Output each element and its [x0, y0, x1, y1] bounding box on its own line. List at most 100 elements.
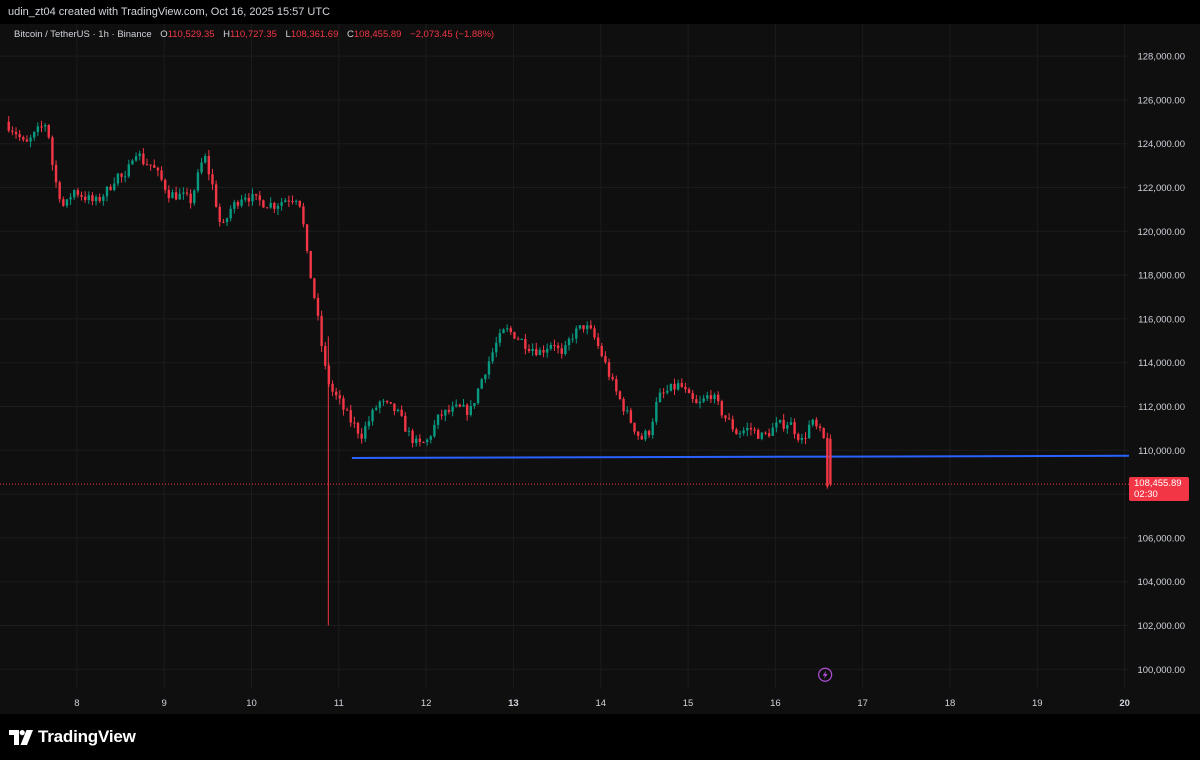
candle-body: [196, 172, 200, 191]
candle-body: [113, 183, 116, 190]
candle-body: [407, 430, 411, 432]
candle-body: [327, 365, 331, 384]
high-value: 110,727.35: [230, 29, 277, 40]
low-key: L: [285, 29, 291, 40]
candle-body: [778, 419, 782, 423]
candle-body: [749, 427, 753, 430]
time-tick-label: 9: [162, 698, 167, 709]
candle-body: [611, 376, 614, 380]
candle-body: [131, 160, 134, 165]
candle-body: [684, 386, 687, 390]
lightning-icon[interactable]: [818, 667, 833, 682]
candle-body: [91, 195, 94, 202]
candle-body: [69, 197, 72, 200]
candle-body: [334, 391, 338, 396]
candle-body: [600, 345, 603, 356]
candle-body: [76, 190, 80, 195]
time-tick-label: 17: [857, 698, 868, 709]
candle-body: [433, 424, 436, 437]
candle-body: [291, 201, 294, 203]
candle-body: [200, 162, 203, 173]
candle-body: [651, 421, 654, 436]
symbol-name[interactable]: Bitcoin / TetherUS · 1h · Binance: [14, 29, 152, 40]
overlays: [0, 454, 1130, 485]
candle-body: [775, 422, 778, 428]
candle-body: [636, 431, 640, 436]
candle-body: [62, 199, 65, 206]
price-tick-label: 120,000.00: [1137, 227, 1185, 238]
candle-body: [458, 404, 462, 407]
candle-body: [676, 383, 680, 390]
candle-body: [644, 430, 647, 440]
candle-body: [240, 199, 243, 206]
candle-body: [320, 315, 323, 347]
candle-body: [731, 419, 734, 430]
open-key: O: [160, 29, 168, 40]
price-tick-label: 102,000.00: [1137, 621, 1185, 632]
candle-body: [818, 426, 822, 428]
candle-body: [33, 131, 36, 138]
candle-body: [567, 338, 571, 346]
candle-body: [720, 401, 724, 416]
candle-body: [542, 349, 545, 353]
candle-body: [269, 203, 272, 208]
candle-body: [123, 176, 127, 178]
price-tick-label: 100,000.00: [1137, 665, 1185, 676]
candle-body: [276, 205, 280, 209]
candle-body: [789, 422, 793, 425]
candle-body: [491, 352, 494, 362]
tradingview-logo[interactable]: TradingView: [9, 727, 136, 747]
candle-body: [356, 423, 360, 434]
candle-body: [753, 429, 756, 431]
candle-body: [771, 427, 774, 436]
price-tick-label: 110,000.00: [1138, 446, 1185, 457]
tradingview-logo-icon: [9, 729, 33, 745]
time-tick-label: 19: [1032, 698, 1043, 709]
candle-body: [476, 388, 480, 404]
brand-name: TradingView: [38, 727, 136, 746]
candle-body: [444, 409, 447, 416]
candle-body: [298, 200, 301, 207]
candle-body: [345, 409, 349, 411]
candle-body: [586, 325, 589, 330]
candle-body: [105, 186, 109, 197]
candle-body: [698, 401, 702, 404]
candle-body: [18, 134, 21, 138]
candle-body: [520, 339, 523, 341]
price-chart[interactable]: 100,000.00 102,000.00 104,000.00 106,000.00…: [0, 24, 1200, 714]
candle-body: [487, 361, 491, 375]
candle-body: [480, 379, 483, 389]
support-trend-line[interactable]: [351, 454, 1130, 459]
close-value: 108,455.89: [353, 29, 402, 40]
candle-body: [174, 192, 178, 200]
close-key: C: [347, 29, 354, 40]
candle-body: [382, 400, 385, 402]
candle-body: [294, 200, 298, 202]
high-key: H: [223, 29, 231, 40]
time-axis: 8 9 10 11 12 13 14 15 16 17 18 19 20: [74, 698, 1130, 709]
candle-body: [167, 189, 171, 199]
candle-body: [378, 401, 382, 408]
candle-body: [262, 200, 265, 208]
candle-body: [673, 383, 676, 390]
time-tick-label: 20: [1119, 698, 1130, 709]
candle-body: [353, 422, 356, 424]
candle-body: [465, 404, 469, 415]
candle-body: [647, 430, 651, 436]
candle-body: [593, 328, 596, 338]
candle-body: [7, 121, 10, 131]
candle-body: [331, 383, 334, 392]
candle-body: [429, 436, 432, 440]
candle-body: [680, 383, 684, 387]
candle-body: [622, 398, 625, 412]
candle-body: [258, 195, 261, 201]
candle-body: [826, 437, 829, 487]
candle-body: [535, 348, 538, 356]
candle-body: [760, 432, 764, 439]
candle-body: [455, 404, 458, 407]
candle-body: [786, 424, 789, 429]
low-value: 108,361.69: [290, 29, 339, 40]
event-markers[interactable]: [818, 667, 833, 682]
candle-body: [538, 349, 542, 356]
chart-area[interactable]: [0, 24, 1200, 714]
